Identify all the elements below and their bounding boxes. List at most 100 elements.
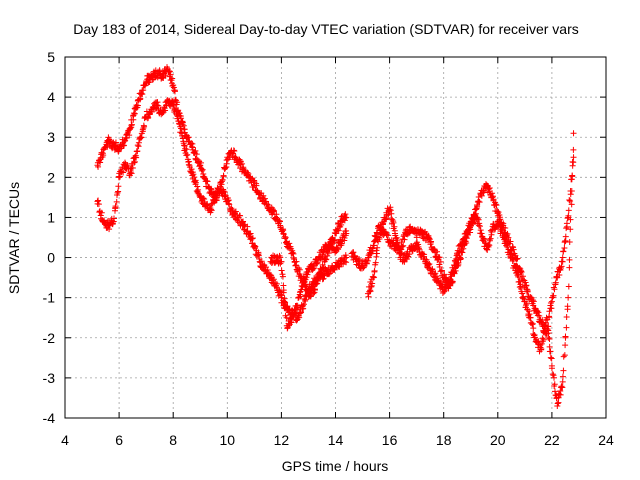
- data-point: [510, 256, 517, 263]
- x-tick-label: 6: [115, 432, 123, 448]
- data-point: [563, 314, 570, 321]
- data-point: [436, 254, 443, 261]
- data-point: [569, 172, 576, 179]
- data-point: [540, 328, 547, 335]
- data-point: [200, 195, 207, 202]
- data-point: [285, 322, 292, 329]
- data-point: [560, 367, 567, 374]
- data-point: [545, 334, 552, 341]
- data-point: [389, 216, 396, 223]
- data-point: [162, 107, 169, 114]
- data-point: [156, 68, 163, 75]
- data-point: [400, 242, 407, 249]
- data-point: [570, 154, 577, 161]
- data-point: [338, 240, 345, 247]
- data-point: [115, 183, 122, 190]
- data-point: [372, 259, 379, 266]
- data-point: [336, 263, 343, 270]
- data-point: [551, 374, 558, 381]
- data-point: [562, 342, 569, 349]
- data-point: [299, 283, 306, 290]
- data-point: [428, 238, 435, 245]
- data-point: [311, 265, 318, 272]
- data-point: [271, 207, 278, 214]
- data-point: [522, 302, 529, 309]
- data-point: [185, 134, 192, 141]
- data-point: [371, 237, 378, 244]
- data-point: [560, 248, 567, 255]
- data-point: [567, 216, 574, 223]
- data-point: [504, 241, 511, 248]
- data-point: [281, 299, 288, 306]
- data-point: [282, 234, 289, 241]
- data-point: [134, 102, 141, 109]
- data-point: [322, 256, 329, 263]
- data-point: [523, 300, 530, 307]
- data-point: [279, 273, 286, 280]
- data-point: [193, 151, 200, 158]
- data-point: [280, 287, 287, 294]
- data-point: [148, 108, 155, 115]
- data-point: [300, 305, 307, 312]
- y-tick-label: 0: [47, 250, 55, 266]
- data-point: [437, 258, 444, 265]
- data-point: [325, 271, 332, 278]
- data-point: [194, 183, 201, 190]
- data-point: [166, 68, 173, 75]
- data-point: [557, 391, 564, 398]
- data-point: [544, 316, 551, 323]
- data-point: [524, 287, 531, 294]
- data-point: [170, 101, 177, 108]
- data-point: [486, 242, 493, 249]
- data-point: [137, 135, 144, 142]
- data-point: [476, 220, 483, 227]
- data-point: [387, 207, 394, 214]
- data-point: [526, 311, 533, 318]
- data-point: [323, 256, 330, 263]
- data-point: [547, 354, 554, 361]
- data-point: [548, 365, 555, 372]
- data-point: [213, 194, 220, 201]
- data-point: [476, 223, 483, 230]
- x-tick-label: 12: [274, 432, 290, 448]
- data-point: [502, 236, 509, 243]
- data-point: [169, 82, 176, 89]
- data-point: [133, 154, 140, 161]
- data-point: [425, 261, 432, 268]
- data-point: [406, 251, 413, 258]
- data-point: [166, 68, 173, 75]
- data-point: [208, 206, 215, 213]
- data-point: [188, 140, 195, 147]
- y-tick-label: 1: [47, 209, 55, 225]
- data-point: [562, 333, 569, 340]
- data-point: [378, 227, 385, 234]
- y-tick-label: 2: [47, 169, 55, 185]
- data-point: [385, 232, 392, 239]
- data-point: [192, 179, 199, 186]
- data-point: [441, 271, 448, 278]
- data-point: [276, 217, 283, 224]
- data-point: [289, 249, 296, 256]
- data-point: [232, 208, 239, 215]
- data-point: [254, 251, 261, 258]
- data-point: [565, 207, 572, 214]
- data-point: [534, 308, 541, 315]
- data-point: [570, 146, 577, 153]
- data-point: [293, 317, 300, 324]
- data-point: [230, 147, 237, 154]
- x-tick-labels: 4 6 8 10 12 14 16 18 20 22 24: [61, 432, 614, 448]
- data-point: [486, 185, 493, 192]
- data-point: [192, 147, 199, 154]
- data-point: [568, 201, 575, 208]
- data-point: [432, 270, 439, 277]
- data-point: [482, 239, 489, 246]
- data-point: [128, 122, 135, 129]
- x-tick-label: 16: [382, 432, 398, 448]
- data-point: [475, 216, 482, 223]
- data-point: [115, 188, 122, 195]
- data-point: [134, 148, 141, 155]
- data-point: [374, 244, 381, 251]
- data-point: [551, 388, 558, 395]
- data-point: [219, 177, 226, 184]
